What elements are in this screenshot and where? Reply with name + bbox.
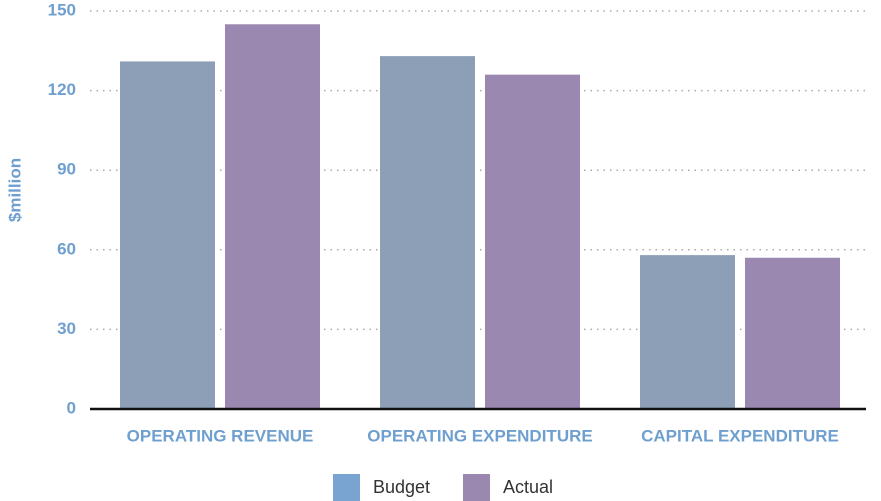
legend-swatch [463, 474, 490, 501]
legend-swatch [333, 474, 360, 501]
bar [485, 74, 580, 410]
bar [380, 56, 475, 410]
y-tick-label: 0 [67, 398, 76, 417]
legend-label: Actual [503, 477, 553, 497]
y-tick-label: 30 [57, 319, 76, 338]
y-tick-label: 120 [48, 80, 76, 99]
y-axis-label: $million [5, 158, 24, 222]
bar [745, 257, 840, 409]
bar [120, 61, 215, 410]
bar [225, 24, 320, 410]
y-tick-label: 150 [48, 0, 76, 19]
x-tick-label: CAPITAL EXPENDITURE [641, 426, 839, 445]
y-tick-label: 90 [57, 160, 76, 179]
x-tick-label: OPERATING REVENUE [127, 426, 314, 445]
y-tick-label: 60 [57, 239, 76, 258]
legend-label: Budget [373, 477, 430, 497]
x-tick-label: OPERATING EXPENDITURE [367, 426, 592, 445]
bar [640, 255, 735, 409]
